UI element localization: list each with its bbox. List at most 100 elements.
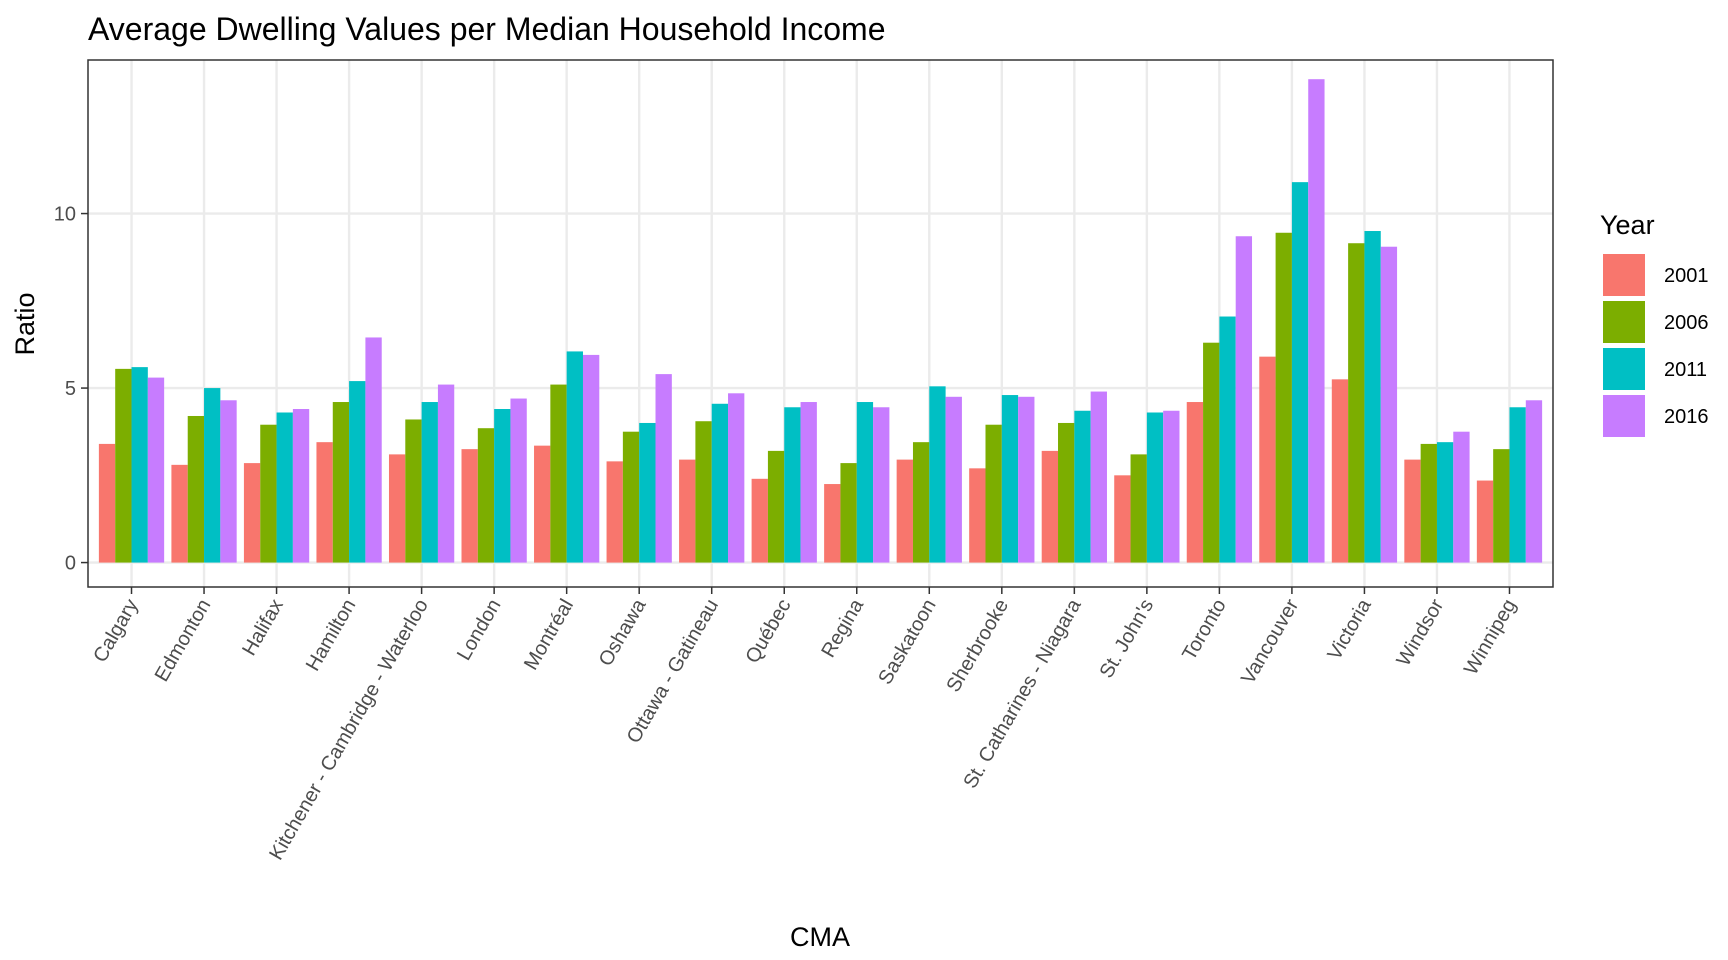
x-tick-label: Victoria [1324,595,1377,664]
bar [840,463,857,563]
legend-swatch [1603,254,1645,296]
bar [912,442,930,563]
bar [856,402,874,563]
bar [388,454,406,563]
bar [1235,236,1253,563]
x-axis: Calgary Edmonton Halifax HamiltonKitchener … [89,587,1521,864]
x-tick-label: Québec [741,596,795,668]
bar [494,409,511,563]
bar [332,402,350,563]
x-tick-label: Regina [817,595,868,662]
bar [405,419,422,563]
x-tick-label: Calgary [89,596,143,667]
legend-swatch [1603,301,1645,343]
bar [365,337,382,563]
plot-border [87,59,1554,588]
bar [1380,246,1398,563]
bar [510,398,527,563]
bar [784,407,801,563]
bar [1404,459,1421,563]
y-tick-label: 5 [65,378,76,400]
x-tick-label: Hamilton [302,596,361,675]
x-axis-title: CMA [790,922,850,952]
bar [1436,442,1454,563]
y-tick-label: 10 [54,204,76,226]
legend-label: 2016 [1664,406,1709,428]
bar [316,442,333,563]
bar [1074,410,1091,563]
x-tick-label: Winnipeg [1460,596,1521,679]
bar [1476,480,1494,563]
bar [437,384,455,563]
y-tick-label: 0 [65,553,76,575]
bar [767,450,785,563]
bar [711,403,729,563]
bar [606,461,623,563]
bar [985,424,1002,563]
chart-title: Average Dwelling Values per Median House… [88,11,886,47]
bar [461,449,478,563]
bar [260,424,277,563]
bar [1203,342,1220,563]
bar [220,400,237,563]
x-tick-label: Windsor [1393,595,1449,670]
x-tick-label: Montréal [520,596,578,674]
bar [1493,449,1510,563]
bar [1090,391,1107,563]
bar [929,386,946,563]
bar [292,409,310,563]
legend: Year 2001 2006 2011 2016 [1600,210,1709,437]
legend-title: Year [1600,210,1655,240]
bar [550,384,567,563]
bar [1509,407,1526,563]
bar [639,422,656,563]
bar [1018,396,1035,563]
bar [421,402,438,563]
x-tick-label: Saskatoon [874,596,940,689]
x-tick-label: St. John's [1096,596,1159,683]
bar [824,484,841,563]
bar [1130,454,1147,563]
y-axis-title: Ratio [10,292,40,355]
x-tick-label: Toronto [1178,596,1230,665]
x-tick-label: Vancouver [1237,595,1303,688]
bar [1114,475,1131,563]
legend-swatch [1603,395,1645,437]
bar [349,381,366,563]
bar [98,443,116,563]
bar [204,388,221,563]
bar [1453,431,1470,563]
y-axis: 0 5 10 [54,204,88,575]
bar [477,428,495,563]
bar [1348,243,1365,563]
bar [728,393,745,563]
bar [147,377,165,563]
bar [751,478,768,563]
bar [1001,395,1019,563]
legend-label: 2001 [1664,265,1709,287]
bar [873,407,890,563]
bar [1525,400,1543,563]
legend-label: 2011 [1664,359,1707,381]
bars [98,79,1543,563]
bar [896,459,913,563]
bar [187,415,205,563]
bar [695,421,712,563]
x-tick-label: Sherbrooke [942,596,1013,697]
legend-swatch [1603,348,1645,390]
bar [622,431,640,563]
bar [1420,443,1437,563]
bar [243,463,261,563]
x-tick-label: Halifax [238,596,288,660]
legend-label: 2006 [1664,312,1709,334]
x-tick-label: Kitchener - Cambridge - Waterloo [265,596,433,864]
bar [582,354,600,563]
bar [534,445,551,563]
bar [800,402,817,563]
bar [1058,422,1075,563]
bar [131,367,148,563]
bar [945,396,962,563]
bar [1308,79,1325,563]
bar [1219,316,1236,563]
bar [679,459,696,563]
